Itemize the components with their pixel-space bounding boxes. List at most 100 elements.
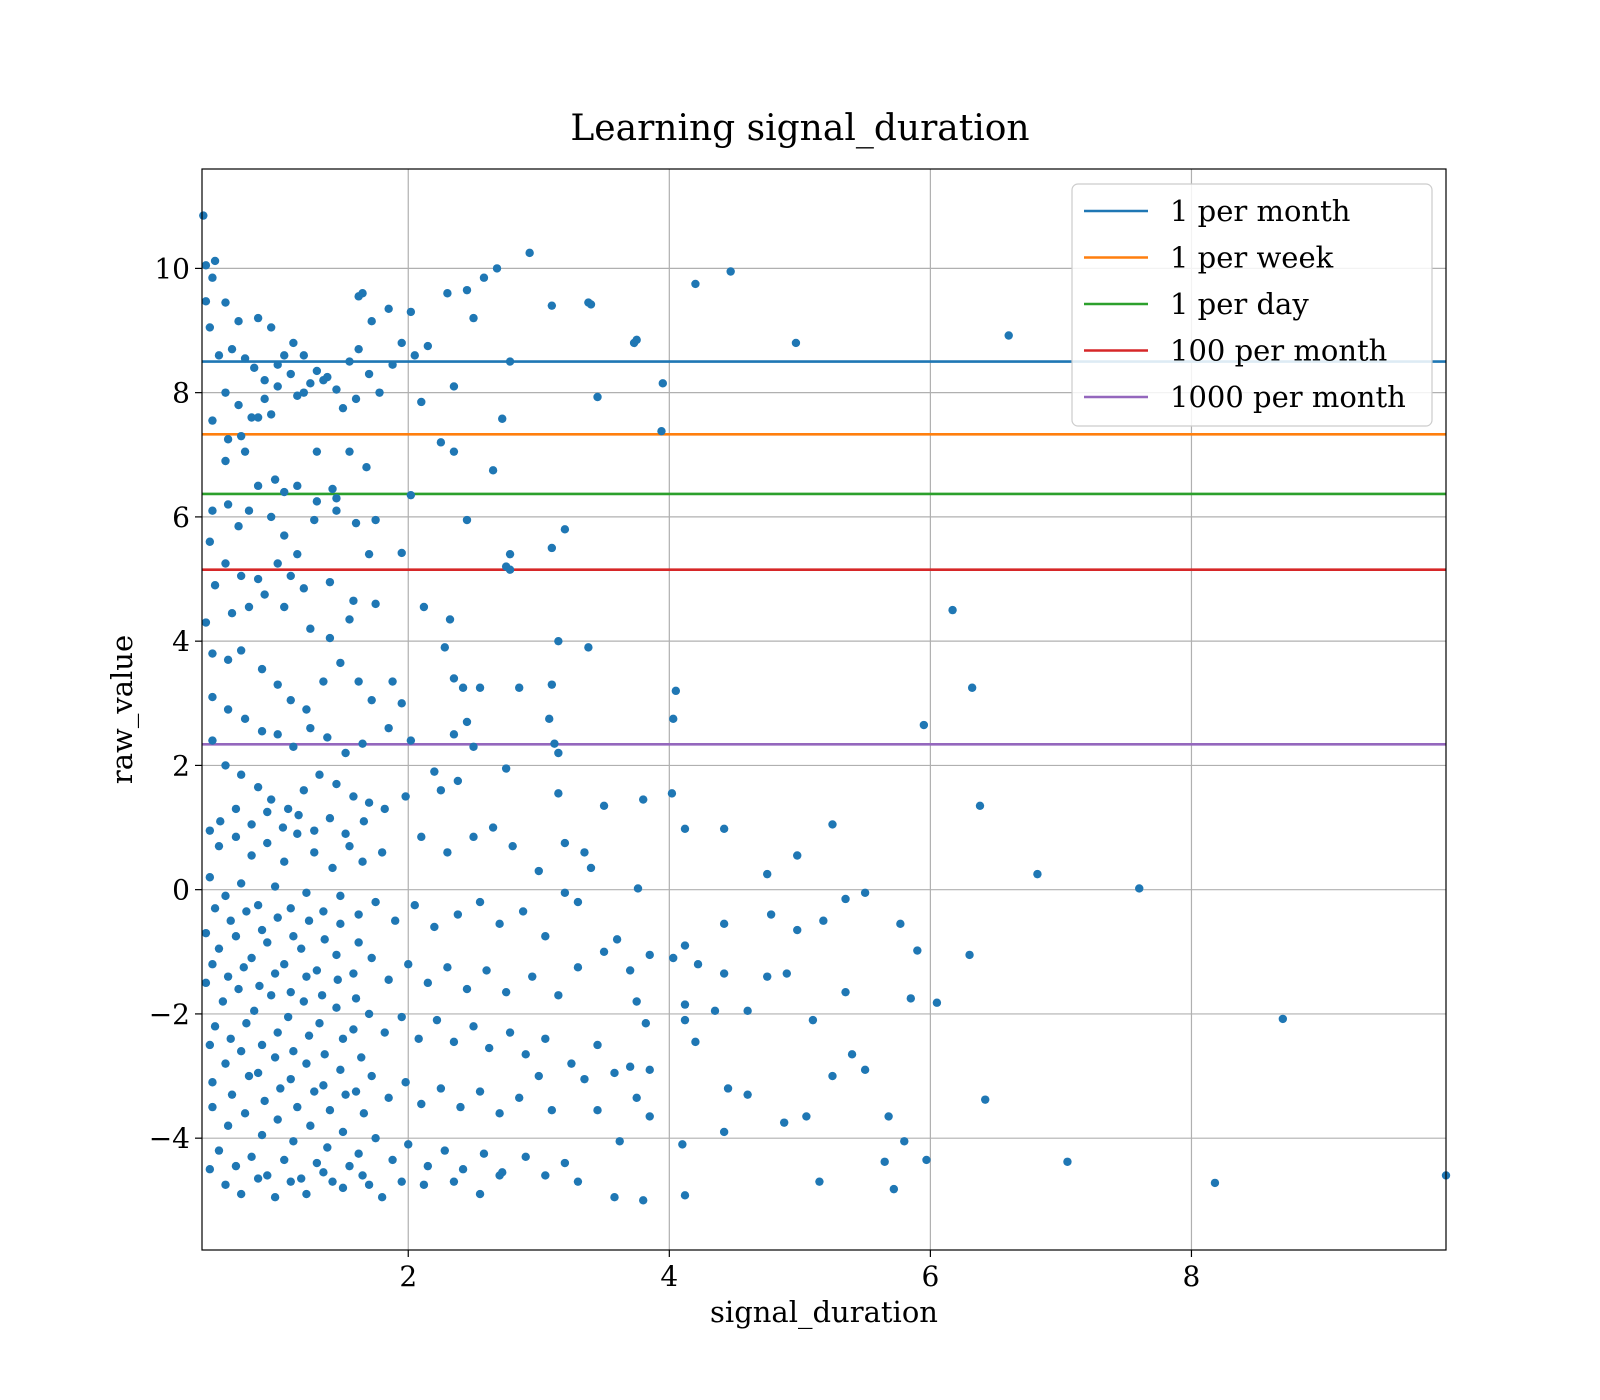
scatter-point-379 — [802, 1112, 811, 1121]
scatter-point-157 — [289, 742, 298, 751]
scatter-point-206 — [358, 857, 367, 866]
scatter-point-398 — [449, 1177, 459, 1186]
scatter-point-403 — [639, 1196, 648, 1205]
scatter-point-273 — [599, 947, 609, 956]
scatter-point-349 — [723, 1084, 733, 1093]
x-tick-label-0: 2 — [399, 1260, 417, 1293]
scatter-point-43 — [253, 413, 263, 422]
scatter-point-414 — [280, 1155, 289, 1165]
scatter-point-205 — [345, 841, 354, 851]
scatter-point-311 — [484, 1043, 494, 1053]
scatter-point-124 — [260, 590, 269, 599]
scatter-point-426 — [310, 1087, 319, 1096]
scatter-point-361 — [371, 1133, 380, 1143]
scatter-point-382 — [880, 1157, 889, 1166]
scatter-point-374 — [632, 1093, 641, 1102]
scatter-point-188 — [436, 786, 446, 795]
scatter-point-270 — [528, 972, 537, 981]
scatter-point-67 — [632, 335, 641, 345]
scatter-point-69 — [726, 267, 735, 276]
scatter-point-21 — [332, 385, 341, 394]
scatter-point-24 — [364, 369, 374, 379]
scatter-point-337 — [475, 1087, 485, 1096]
scatter-point-199 — [247, 851, 256, 860]
scatter-point-196 — [205, 826, 215, 835]
scatter-point-425 — [293, 1102, 302, 1112]
scatter-point-456 — [304, 916, 314, 925]
scatter-point-252 — [201, 928, 211, 938]
scatter-point-68 — [691, 279, 700, 289]
scatter-point-178 — [266, 795, 276, 804]
scatter-point-149 — [584, 643, 593, 652]
scatter-point-268 — [482, 966, 491, 975]
scatter-point-7 — [234, 317, 243, 326]
scatter-point-101 — [205, 537, 215, 546]
scatter-point-10 — [214, 351, 224, 360]
scatter-point-385 — [205, 1165, 215, 1174]
scatter-point-453 — [257, 925, 267, 935]
scatter-point-243 — [541, 932, 550, 941]
scatter-point-345 — [645, 1065, 654, 1075]
scatter-point-3 — [208, 273, 217, 282]
scatter-point-127 — [325, 633, 335, 643]
scatter-point-121 — [210, 581, 220, 590]
scatter-point-200 — [263, 838, 272, 848]
scatter-point-284 — [808, 1015, 818, 1025]
scatter-point-266 — [443, 963, 452, 972]
scatter-point-23 — [354, 344, 363, 354]
scatter-point-328 — [319, 1081, 328, 1090]
scatter-point-416 — [312, 1158, 322, 1168]
scatter-point-318 — [680, 1015, 690, 1025]
scatter-point-245 — [560, 888, 570, 897]
scatter-point-58 — [479, 273, 489, 282]
scatter-point-118 — [419, 602, 429, 612]
scatter-point-93 — [280, 531, 289, 540]
scatter-point-360 — [354, 1149, 363, 1158]
scatter-point-142 — [397, 699, 406, 708]
scatter-point-389 — [270, 1192, 280, 1202]
scatter-point-84 — [280, 487, 289, 497]
scatter-point-225 — [205, 873, 215, 882]
scatter-point-372 — [593, 1106, 602, 1115]
scatter-point-327 — [302, 1059, 311, 1068]
scatter-point-167 — [545, 714, 554, 724]
scatter-point-397 — [419, 1180, 429, 1189]
scatter-point-289 — [932, 998, 942, 1007]
scatter-point-229 — [270, 882, 280, 891]
scatter-point-166 — [469, 742, 478, 751]
scatter-point-174 — [208, 736, 217, 745]
scatter-point-448 — [333, 975, 342, 984]
scatter-point-258 — [297, 944, 306, 953]
scatter-point-312 — [505, 1028, 515, 1037]
scatter-point-454 — [273, 913, 282, 922]
scatter-point-246 — [766, 910, 776, 919]
scatter-point-42 — [236, 431, 246, 441]
scatter-point-287 — [965, 950, 974, 960]
scatter-point-364 — [423, 1161, 433, 1171]
scatter-point-120 — [201, 618, 211, 627]
scatter-point-90 — [234, 522, 243, 531]
scatter-point-366 — [458, 1165, 468, 1174]
scatter-point-221 — [763, 869, 772, 879]
scatter-point-25 — [375, 388, 384, 397]
scatter-point-74 — [657, 426, 666, 436]
scatter-point-427 — [325, 1106, 335, 1115]
scatter-point-12 — [240, 354, 250, 363]
y-tick-label-1: −2 — [149, 998, 190, 1031]
scatter-point-104 — [253, 574, 263, 584]
scatter-point-139 — [354, 677, 363, 686]
x-tick-label-3: 8 — [1183, 1260, 1201, 1293]
scatter-point-36 — [306, 379, 315, 388]
scatter-point-105 — [273, 559, 282, 568]
scatter-point-304 — [364, 1009, 374, 1019]
scatter-point-309 — [449, 1037, 459, 1047]
scatter-point-35 — [293, 391, 302, 400]
scatter-point-415 — [297, 1174, 306, 1183]
scatter-point-173 — [948, 605, 957, 615]
scatter-point-145 — [458, 683, 468, 692]
scatter-point-303 — [349, 1025, 358, 1034]
scatter-point-185 — [380, 804, 389, 814]
scatter-point-192 — [599, 801, 609, 810]
scatter-point-419 — [364, 1180, 374, 1189]
